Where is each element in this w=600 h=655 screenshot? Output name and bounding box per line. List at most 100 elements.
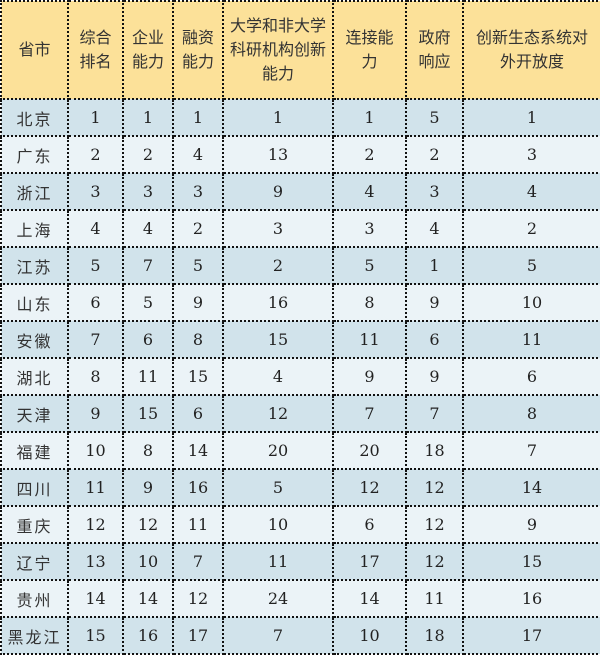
province-cell: 湖北 <box>0 357 69 396</box>
rank-cell: 3 <box>332 209 407 248</box>
rank-cell: 9 <box>405 283 464 322</box>
rank-cell: 14 <box>122 579 174 618</box>
rank-cell: 5 <box>67 246 124 285</box>
rank-cell: 4 <box>172 135 224 174</box>
header-openness: 创新生态系统对外开放度 <box>462 0 600 100</box>
rank-cell: 3 <box>222 209 334 248</box>
rank-cell: 14 <box>67 579 124 618</box>
rank-cell: 11 <box>462 320 600 359</box>
rank-cell: 9 <box>332 357 407 396</box>
rank-cell: 5 <box>462 246 600 285</box>
rank-cell: 1 <box>67 98 124 137</box>
province-cell: 上海 <box>0 209 69 248</box>
rank-cell: 4 <box>462 172 600 211</box>
table-row: 北京 1 1 1 1 1 5 1 <box>0 98 600 137</box>
rank-cell: 8 <box>172 320 224 359</box>
rank-cell: 12 <box>122 505 174 544</box>
rank-cell: 1 <box>405 246 464 285</box>
header-financing: 融资能力 <box>172 0 224 100</box>
rank-cell: 9 <box>462 505 600 544</box>
rank-cell: 1 <box>462 98 600 137</box>
rank-cell: 13 <box>67 542 124 581</box>
rank-cell: 6 <box>122 320 174 359</box>
rank-cell: 2 <box>405 135 464 174</box>
rank-cell: 9 <box>67 394 124 433</box>
rank-cell: 7 <box>462 431 600 470</box>
rank-cell: 3 <box>462 135 600 174</box>
rank-cell: 12 <box>172 579 224 618</box>
rank-cell: 2 <box>222 246 334 285</box>
rank-cell: 17 <box>462 616 600 655</box>
rank-cell: 18 <box>405 431 464 470</box>
rank-cell: 1 <box>222 98 334 137</box>
rank-cell: 12 <box>332 468 407 507</box>
rank-cell: 6 <box>462 357 600 396</box>
rank-cell: 11 <box>122 357 174 396</box>
rank-cell: 15 <box>462 542 600 581</box>
table-header: 省市 综合排名 企业能力 融资能力 大学和非大学科研机构创新能力 连接能力 政府响应 创新生态… <box>0 0 600 100</box>
rank-cell: 16 <box>462 579 600 618</box>
rank-cell: 16 <box>222 283 334 322</box>
rank-cell: 9 <box>122 468 174 507</box>
header-enterprise: 企业能力 <box>122 0 174 100</box>
rank-cell: 3 <box>405 172 464 211</box>
rank-cell: 10 <box>222 505 334 544</box>
rank-cell: 6 <box>67 283 124 322</box>
table-row: 安徽 7 6 8 15 11 6 11 <box>0 320 600 359</box>
rank-cell: 6 <box>332 505 407 544</box>
table-row: 四川 11 9 16 5 12 12 14 <box>0 468 600 507</box>
rank-cell: 8 <box>67 357 124 396</box>
province-cell: 浙江 <box>0 172 69 211</box>
province-cell: 广东 <box>0 135 69 174</box>
rank-cell: 12 <box>222 394 334 433</box>
province-cell: 福建 <box>0 431 69 470</box>
rank-cell: 8 <box>122 431 174 470</box>
table-row: 黑龙江 15 16 17 7 10 18 17 <box>0 616 600 655</box>
header-province: 省市 <box>0 0 69 100</box>
rank-cell: 3 <box>122 172 174 211</box>
rank-cell: 20 <box>222 431 334 470</box>
table-row: 贵州 14 14 12 24 14 11 16 <box>0 579 600 618</box>
rank-cell: 7 <box>122 246 174 285</box>
rank-cell: 9 <box>172 283 224 322</box>
rank-cell: 15 <box>67 616 124 655</box>
province-cell: 山东 <box>0 283 69 322</box>
rank-cell: 4 <box>222 357 334 396</box>
rank-cell: 7 <box>67 320 124 359</box>
rank-cell: 12 <box>405 468 464 507</box>
table-row: 福建 10 8 14 20 20 18 7 <box>0 431 600 470</box>
rank-cell: 1 <box>332 98 407 137</box>
rank-cell: 1 <box>172 98 224 137</box>
rank-cell: 2 <box>172 209 224 248</box>
table-row: 江苏 5 7 5 2 5 1 5 <box>0 246 600 285</box>
rank-cell: 4 <box>405 209 464 248</box>
header-research: 大学和非大学科研机构创新能力 <box>222 0 334 100</box>
rank-cell: 20 <box>332 431 407 470</box>
rank-cell: 3 <box>67 172 124 211</box>
rank-cell: 12 <box>67 505 124 544</box>
rank-cell: 5 <box>332 246 407 285</box>
rank-cell: 1 <box>122 98 174 137</box>
rank-cell: 11 <box>405 579 464 618</box>
rank-cell: 5 <box>172 246 224 285</box>
rank-cell: 7 <box>332 394 407 433</box>
province-cell: 江苏 <box>0 246 69 285</box>
header-government: 政府响应 <box>405 0 464 100</box>
rank-cell: 5 <box>405 98 464 137</box>
rank-cell: 24 <box>222 579 334 618</box>
rank-cell: 15 <box>222 320 334 359</box>
rank-cell: 4 <box>122 209 174 248</box>
table-row: 上海 4 4 2 3 3 4 2 <box>0 209 600 248</box>
rank-cell: 3 <box>172 172 224 211</box>
table-row: 广东 2 2 4 13 2 2 3 <box>0 135 600 174</box>
rank-cell: 14 <box>332 579 407 618</box>
rank-cell: 10 <box>67 431 124 470</box>
table-row: 重庆 12 12 11 10 6 12 9 <box>0 505 600 544</box>
province-cell: 安徽 <box>0 320 69 359</box>
rank-cell: 8 <box>462 394 600 433</box>
header-overall-rank: 综合排名 <box>67 0 124 100</box>
rank-cell: 10 <box>122 542 174 581</box>
rank-cell: 12 <box>405 542 464 581</box>
rank-cell: 7 <box>172 542 224 581</box>
